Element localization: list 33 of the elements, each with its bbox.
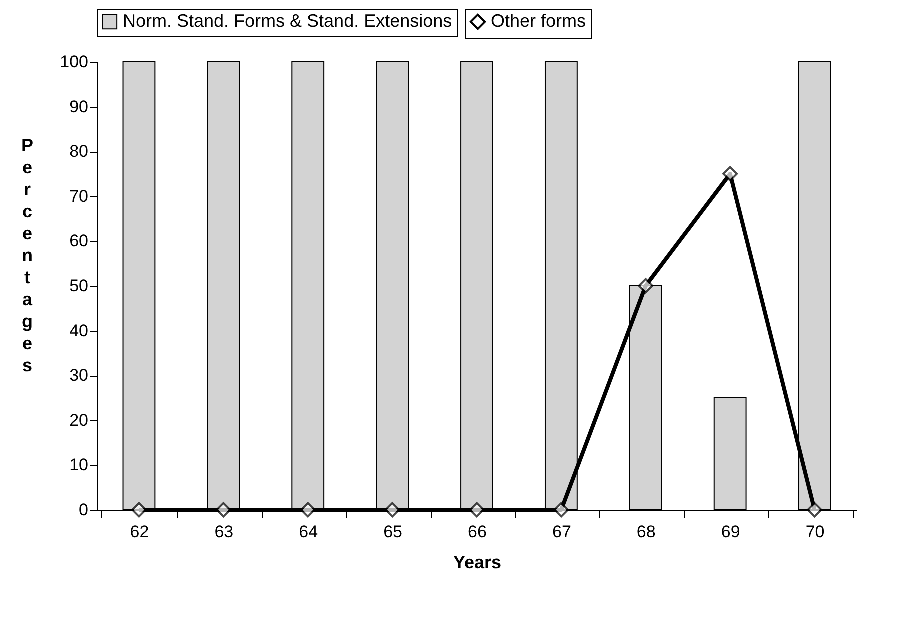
y-tick-label: 30 (70, 366, 88, 386)
y-tick-label: 80 (70, 142, 88, 162)
point (384, 502, 400, 518)
y-tick-label: 90 (70, 97, 88, 116)
point (722, 166, 738, 182)
text: Percentages (21, 136, 34, 376)
point (216, 502, 232, 518)
y-tick-label: 20 (70, 410, 88, 430)
y-tick-label: 50 (70, 276, 88, 296)
point (469, 502, 485, 518)
y-tick-label: 40 (70, 321, 88, 340)
y-tick-label: 60 (70, 232, 88, 251)
point (554, 502, 570, 518)
y-tick-label: 100 (60, 52, 88, 72)
x-tick-label: 62 (130, 522, 150, 542)
y-tick-label: 10 (70, 456, 88, 475)
point (807, 502, 822, 518)
x-tick-label: 68 (636, 522, 656, 542)
legend-label: Other forms (491, 11, 586, 31)
point (132, 502, 147, 518)
y-tick-label: 70 (70, 186, 88, 206)
y-tick-label: 0 (79, 500, 88, 520)
legend-label: Norm. Stand. Forms & Stand. Extensions (123, 11, 452, 31)
point (638, 278, 654, 294)
x-axis-title: Years (453, 552, 502, 572)
x-tick-label: 70 (806, 522, 825, 542)
x-tick-label: 69 (721, 522, 740, 542)
x-tick-label: 64 (299, 522, 318, 542)
x-tick-label: 66 (468, 522, 487, 542)
x-tick-label: 63 (214, 522, 234, 542)
point (300, 502, 316, 518)
x-tick-label: 67 (552, 522, 572, 542)
x-tick-label: 65 (384, 522, 403, 542)
